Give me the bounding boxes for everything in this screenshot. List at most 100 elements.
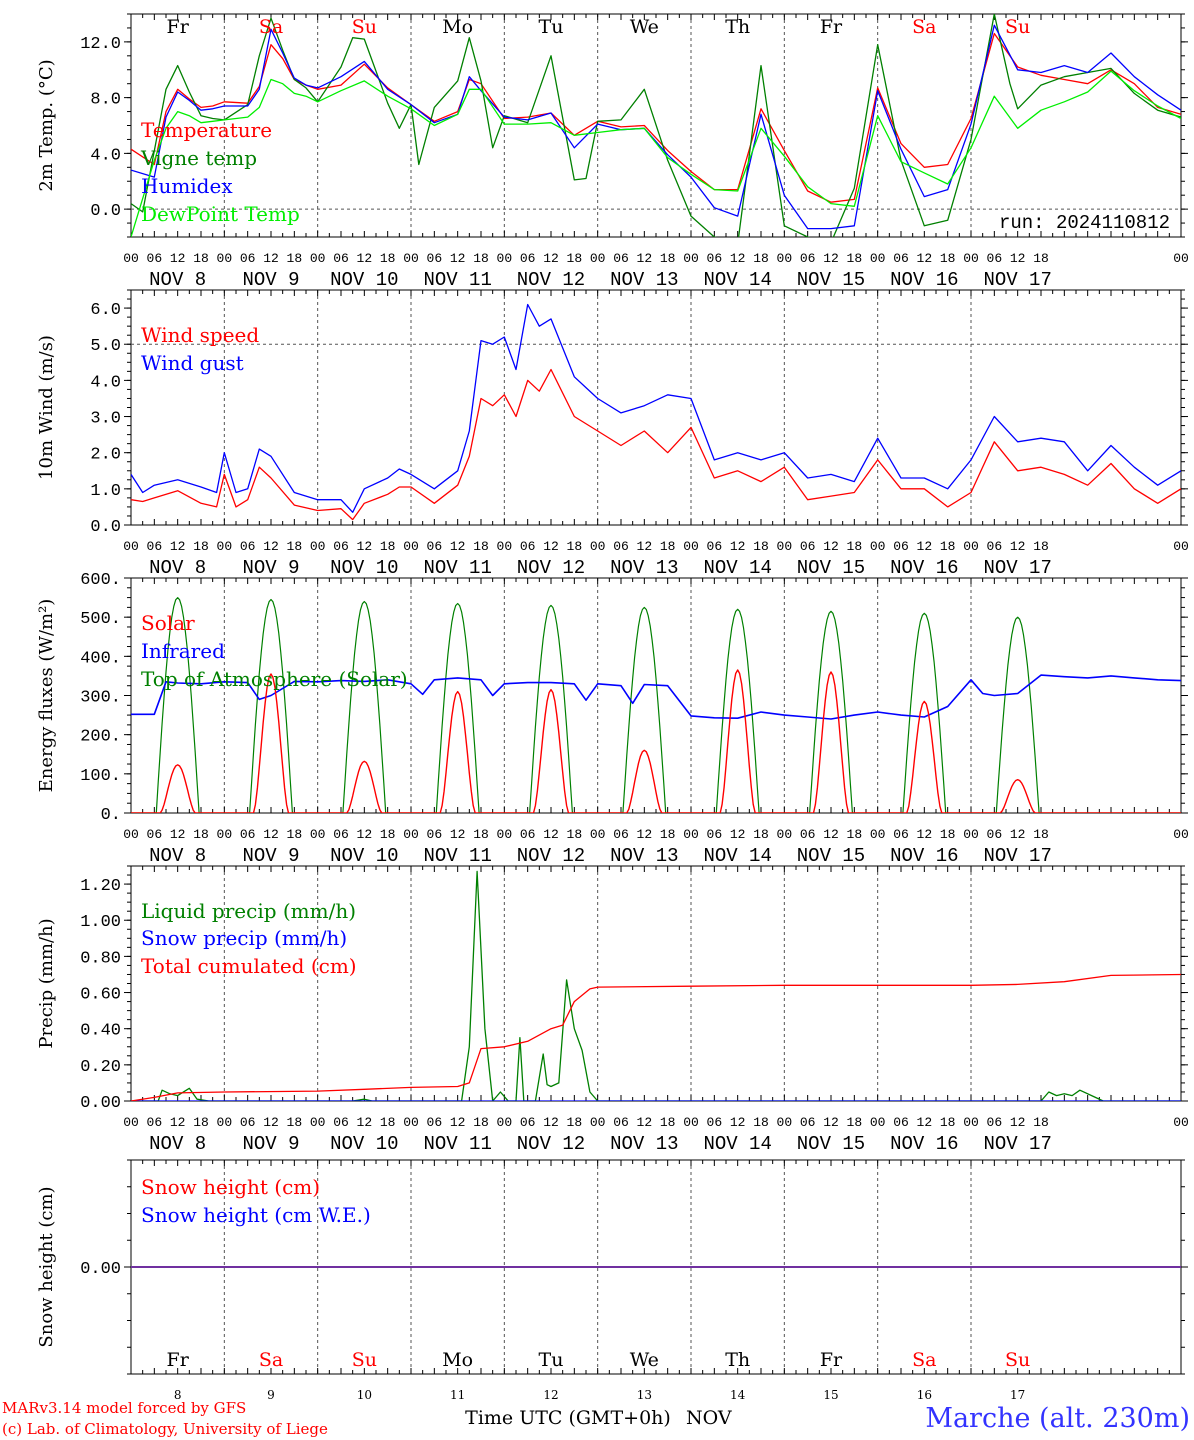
hour-tick-label: 12: [170, 827, 186, 842]
day-label: NOV 9: [242, 845, 299, 867]
hour-tick-label: 00: [963, 1115, 979, 1130]
hour-tick-label: 18: [380, 1115, 396, 1130]
weekday-label: Su: [1005, 16, 1030, 38]
hour-tick-label: 06: [520, 827, 536, 842]
hour-tick-label: 06: [147, 827, 163, 842]
legend-entry: Total cumulated (cm): [141, 954, 357, 978]
hour-tick-label: 06: [427, 827, 443, 842]
hour-tick-label: 18: [660, 1115, 676, 1130]
hour-tick-label: 00: [963, 251, 979, 266]
weekday-label: Sa: [259, 1349, 283, 1371]
y-tick-label: 0.: [101, 806, 121, 825]
legend-entry: Top of Atmosphere (Solar): [141, 667, 408, 691]
day-label: NOV 11: [423, 1133, 491, 1155]
hour-tick-label: 12: [170, 251, 186, 266]
weekday-label: Fr: [167, 1349, 190, 1371]
day-label: NOV 12: [517, 1133, 585, 1155]
hour-tick-label: 06: [240, 539, 256, 554]
y-tick-label: 0.00: [80, 1094, 121, 1113]
hour-tick-label: 12: [170, 539, 186, 554]
hour-tick-label: 00: [1173, 1115, 1189, 1130]
hour-tick-label: 18: [660, 251, 676, 266]
panel-3: [124, 577, 1188, 814]
hour-tick-label: 00: [403, 827, 419, 842]
weekday-label: We: [630, 1349, 659, 1371]
hour-tick-label: 12: [170, 1115, 186, 1130]
hour-tick-label: 12: [917, 1115, 933, 1130]
hour-tick-label: 12: [730, 251, 746, 266]
y-tick-label: 3.0: [90, 410, 121, 429]
hour-tick-label: 18: [1033, 1115, 1049, 1130]
day-number: 11: [450, 1388, 465, 1402]
day-number: 12: [543, 1388, 558, 1402]
hour-tick-label: 12: [917, 539, 933, 554]
legend-entry: Wind speed: [141, 323, 259, 347]
hour-tick-label: 12: [1010, 1115, 1026, 1130]
hour-tick-label: 00: [590, 251, 606, 266]
weekday-label: Su: [352, 16, 377, 38]
legend-entry: Wind gust: [141, 351, 244, 375]
series-line-toa-solar: [131, 596, 1181, 813]
hour-tick-label: 18: [940, 827, 956, 842]
weekday-label: Su: [352, 1349, 377, 1371]
hour-tick-label: 18: [567, 539, 583, 554]
hour-tick-label: 18: [1033, 827, 1049, 842]
hour-tick-label: 00: [870, 1115, 886, 1130]
hour-tick-label: 00: [1173, 827, 1189, 842]
day-number: 15: [823, 1388, 838, 1402]
hour-tick-label: 06: [613, 1115, 629, 1130]
day-label: NOV 13: [610, 1133, 678, 1155]
weekday-label: We: [630, 16, 659, 38]
y-tick-label: 8.0: [90, 91, 121, 110]
hour-tick-label: 12: [263, 251, 279, 266]
y-axis-label: 2m Temp. (°C): [36, 59, 57, 191]
day-label: NOV 10: [330, 269, 398, 291]
hour-tick-label: 18: [193, 1115, 209, 1130]
hour-tick-label: 18: [193, 251, 209, 266]
day-label: NOV 8: [149, 1133, 206, 1155]
hour-tick-label: 18: [567, 827, 583, 842]
run-label: run: 2024110812: [999, 212, 1170, 234]
hour-tick-label: 18: [193, 539, 209, 554]
legend-entry: Snow height (cm W.E.): [141, 1203, 371, 1227]
hour-tick-label: 18: [567, 1115, 583, 1130]
hour-tick-label: 18: [287, 1115, 303, 1130]
day-label: NOV 16: [890, 269, 958, 291]
y-tick-label: 500.: [80, 610, 121, 629]
hour-tick-label: 00: [310, 251, 326, 266]
hour-tick-label: 06: [800, 251, 816, 266]
hour-tick-label: 00: [123, 1115, 139, 1130]
y-tick-label: 4.0: [90, 146, 121, 165]
y-tick-label: 12.0: [80, 35, 121, 54]
hour-tick-label: 06: [427, 539, 443, 554]
hour-tick-label: 12: [263, 827, 279, 842]
hour-tick-label: 18: [473, 1115, 489, 1130]
day-label: NOV 11: [423, 845, 491, 867]
series-line-temperature: [131, 32, 1181, 203]
hour-tick-label: 00: [963, 827, 979, 842]
y-axis-label: 10m Wind (m/s): [36, 335, 57, 480]
panel-1: [124, 13, 1188, 238]
hour-tick-label: 18: [380, 251, 396, 266]
legend-entry: Infrared: [141, 639, 225, 663]
hour-tick-label: 12: [637, 251, 653, 266]
day-label: NOV 16: [890, 557, 958, 579]
y-axis-label: Snow height (cm): [36, 1186, 57, 1347]
day-number: 13: [637, 1388, 652, 1402]
hour-tick-label: 00: [870, 827, 886, 842]
hour-tick-label: 00: [497, 251, 513, 266]
hour-tick-label: 06: [333, 539, 349, 554]
hour-tick-label: 00: [497, 1115, 513, 1130]
hour-tick-label: 18: [753, 827, 769, 842]
hour-tick-label: 18: [287, 827, 303, 842]
hour-tick-label: 12: [730, 1115, 746, 1130]
y-tick-label: 1.00: [80, 913, 121, 932]
hour-tick-label: 18: [940, 1115, 956, 1130]
hour-tick-label: 00: [963, 539, 979, 554]
hour-tick-label: 00: [590, 539, 606, 554]
hour-tick-label: 00: [497, 539, 513, 554]
hour-tick-label: 06: [147, 251, 163, 266]
legend-entry: Vigne temp: [140, 146, 257, 170]
hour-tick-label: 06: [987, 539, 1003, 554]
hour-tick-label: 06: [707, 251, 723, 266]
